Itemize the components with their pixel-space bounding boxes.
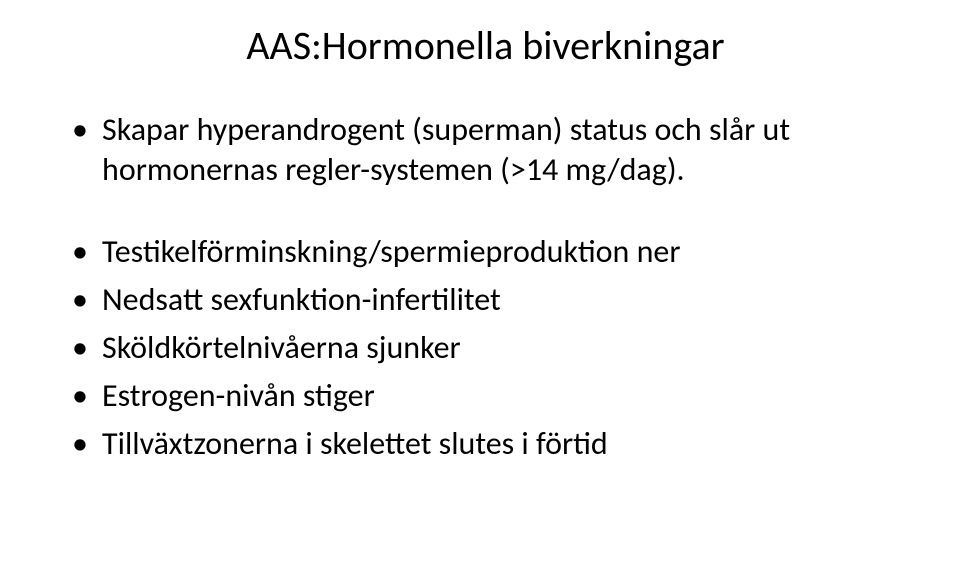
spacer (72, 198, 899, 232)
list-item: Testikelförminskning/spermieproduktion n… (72, 232, 899, 272)
list-item: Estrogen-nivån stiger (72, 376, 899, 416)
slide-title: AAS:Hormonella biverkningar (72, 22, 899, 70)
bullet-list-bottom: Testikelförminskning/spermieproduktion n… (72, 232, 899, 464)
slide: AAS:Hormonella biverkningar Skapar hyper… (0, 0, 959, 575)
list-item: Skapar hyperandrogent (superman) status … (72, 110, 899, 190)
list-item: Tillväxtzonerna i skelettet slutes i för… (72, 424, 899, 464)
list-item: Sköldkörtelnivåerna sjunker (72, 328, 899, 368)
list-item: Nedsatt sexfunktion-infertilitet (72, 280, 899, 320)
bullet-list-top: Skapar hyperandrogent (superman) status … (72, 110, 899, 190)
